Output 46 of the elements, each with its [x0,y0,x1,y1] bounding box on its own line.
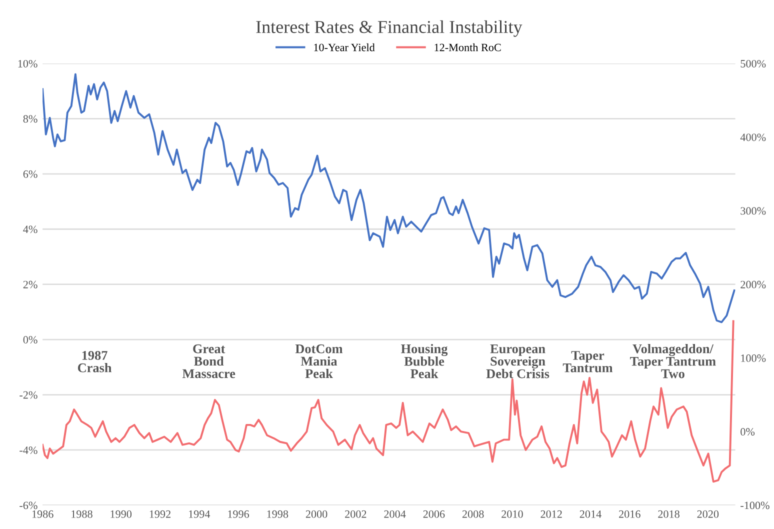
chart-title: Interest Rates & Financial Instability [256,20,522,37]
x-tick-label: 2018 [658,510,680,518]
annotation: Great Bond Massacre [182,344,236,378]
line-series [42,320,734,483]
x-tick-label: 2004 [384,510,406,518]
x-tick-label: 1986 [32,510,54,518]
x-tick-label: 2006 [423,510,445,518]
annotation: Housing Bubble Peak [401,344,448,378]
annotation: Taper Tantrum [562,351,613,372]
y-tick-label: -6% [20,502,38,510]
x-tick-label: 2014 [580,510,602,518]
x-tick-label: 1994 [188,510,210,518]
x-tick-label: 2010 [502,510,523,518]
legend-label: 10-Year Yield [314,43,375,52]
x-tick-label: 1992 [150,510,170,518]
y-tick-label: 10% [18,60,38,68]
y2-tick-label: 0% [740,428,755,436]
y2-tick-label: 300% [740,207,766,215]
y-tick-label: -4% [20,446,38,454]
y-tick-label: 6% [23,170,38,178]
x-tick-label: 2020 [697,510,719,518]
y-tick-label: 2% [23,280,38,288]
annotation: 1987 Crash [78,350,112,372]
x-tick-label: 1988 [72,510,92,518]
y-tick-label: 4% [23,226,38,234]
y2-tick-label: 500% [740,60,766,68]
x-tick-label: 1996 [228,510,250,518]
annotation: European Sovereign Debt Crisis [486,344,550,378]
x-tick-label: 2012 [540,510,562,518]
y-tick-label: 8% [23,115,38,123]
legend-label: 12-Month RoC [434,43,501,52]
y2-tick-label: 100% [741,354,766,362]
x-tick-label: 2000 [306,510,328,518]
y2-tick-label: -100% [740,502,770,510]
x-tick-label: 2008 [462,510,484,518]
x-tick-label: 2002 [345,510,366,518]
y-tick-label: 0% [23,336,38,344]
x-tick-label: 1990 [110,510,132,518]
y2-tick-label: 400% [740,134,766,142]
y2-tick-label: 200% [740,280,766,288]
annotation: DotCom Mania Peak [295,344,343,378]
y-tick-label: -2% [20,391,38,399]
line-series [42,73,736,324]
annotation: Volmageddon/ Taper Tantrum Two [630,344,716,378]
x-tick-label: 1998 [267,510,288,518]
x-tick-label: 2016 [619,510,640,518]
